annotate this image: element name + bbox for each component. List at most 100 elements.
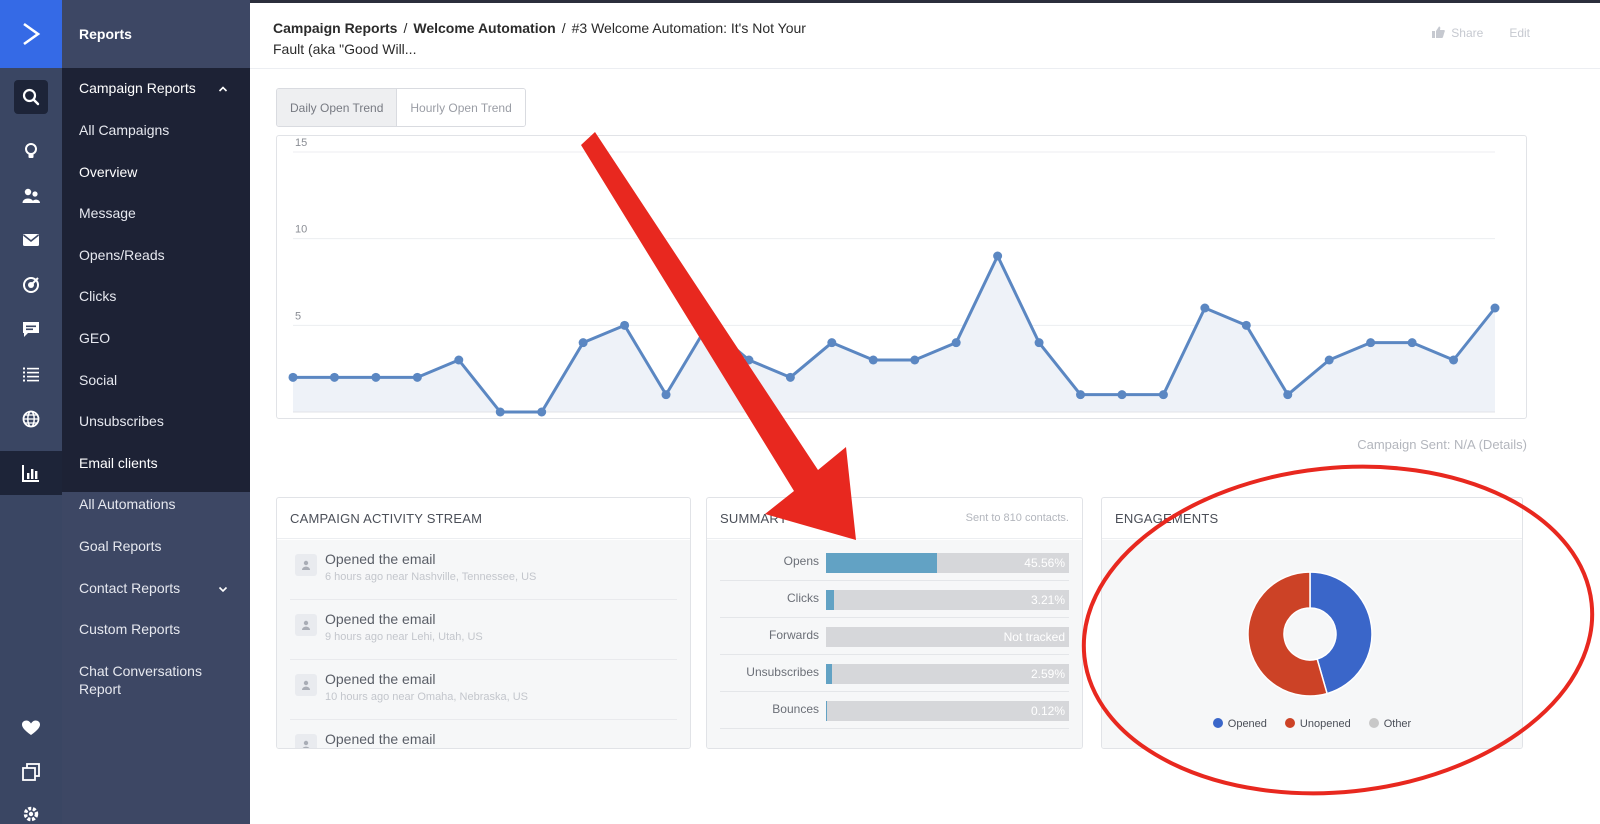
unsubscribes-value: 2.59% bbox=[1030, 667, 1065, 681]
sidebar-item-social[interactable]: Social bbox=[79, 372, 118, 388]
engagements-panel: ENGAGEMENTS Opened Unopened Other bbox=[1101, 497, 1523, 749]
campaign-activity-panel: CAMPAIGN ACTIVITY STREAM Opened the emai… bbox=[276, 497, 691, 749]
sidebar-item-unsubscribes[interactable]: Unsubscribes bbox=[79, 413, 164, 429]
list-item[interactable]: Opened the email 10 hours ago near Omaha… bbox=[290, 660, 677, 720]
y-tick-label: 5 bbox=[295, 310, 301, 322]
bounces-value: 0.12% bbox=[1030, 704, 1065, 718]
sidebar-item-campaign-reports[interactable]: Campaign Reports bbox=[79, 80, 196, 96]
data-point bbox=[1366, 338, 1376, 348]
breadcrumb: Campaign Reports / Welcome Automation / #3 W… bbox=[273, 18, 813, 60]
engagements-chart: Opened Unopened Other bbox=[1102, 540, 1522, 748]
sidebar-item-overview[interactable]: Overview bbox=[79, 164, 138, 180]
panel-title: ENGAGEMENTS bbox=[1115, 510, 1219, 526]
target-icon[interactable] bbox=[0, 263, 62, 307]
globe-icon[interactable] bbox=[0, 397, 62, 441]
sidebar-item-email-clients[interactable]: Email clients bbox=[79, 455, 158, 471]
unsubscribes-bar[interactable]: 2.59% bbox=[826, 664, 1069, 684]
summary-label: Unsubscribes bbox=[746, 665, 819, 679]
activity-meta: 9 hours ago near Lehi, Utah, US bbox=[325, 631, 483, 643]
sidebar-item-opens-reads[interactable]: Opens/Reads bbox=[79, 247, 165, 263]
logo-icon[interactable] bbox=[0, 0, 62, 68]
summary-row-bounces: Bounces 0.12% bbox=[720, 692, 1069, 729]
breadcrumb-separator: / bbox=[403, 20, 408, 36]
activity-meta: 6 hours ago near Nashville, Tennessee, U… bbox=[325, 571, 537, 583]
sidebar-item-all-campaigns[interactable]: All Campaigns bbox=[79, 122, 170, 138]
data-point bbox=[1324, 355, 1334, 365]
forwards-bar[interactable]: Not tracked bbox=[826, 627, 1069, 647]
mail-icon[interactable] bbox=[0, 218, 62, 262]
bounces-bar[interactable]: 0.12% bbox=[826, 701, 1069, 721]
share-label: Share bbox=[1451, 26, 1484, 40]
list-item[interactable]: Opened the email bbox=[290, 720, 677, 748]
campaign-sent-status[interactable]: Campaign Sent: N/A (Details) bbox=[1357, 437, 1527, 452]
summary-label: Opens bbox=[783, 554, 819, 568]
data-point bbox=[1490, 303, 1500, 313]
sidebar-item-goal-reports[interactable]: Goal Reports bbox=[79, 538, 162, 554]
chevron-up-icon[interactable] bbox=[218, 84, 228, 94]
summary-rows: Opens 45.56% Clicks 3.21% Forwards Not t… bbox=[707, 540, 1082, 748]
contacts-icon[interactable] bbox=[0, 174, 62, 218]
header-actions: Share Edit bbox=[1432, 26, 1530, 40]
share-button[interactable]: Share bbox=[1432, 26, 1483, 40]
sidebar-item-clicks[interactable]: Clicks bbox=[79, 288, 117, 304]
pages-icon[interactable] bbox=[0, 750, 62, 794]
summary-label: Bounces bbox=[772, 702, 819, 716]
sidebar-item-custom-reports[interactable]: Custom Reports bbox=[79, 621, 181, 637]
chat-icon[interactable] bbox=[0, 307, 62, 351]
data-point bbox=[412, 372, 422, 382]
breadcrumb-campaign-reports[interactable]: Campaign Reports bbox=[273, 20, 398, 36]
activity-action: Opened the email bbox=[325, 671, 436, 687]
lightbulb-icon[interactable] bbox=[0, 129, 62, 173]
tab-hourly-open-trend[interactable]: Hourly Open Trend bbox=[397, 89, 525, 126]
icon-rail bbox=[0, 0, 62, 824]
summary-row-unsubscribes: Unsubscribes 2.59% bbox=[720, 655, 1069, 692]
legend-item-opened[interactable]: Opened bbox=[1212, 718, 1267, 730]
forwards-value: Not tracked bbox=[1003, 630, 1065, 644]
data-point bbox=[1034, 338, 1044, 348]
main-content: Campaign Reports / Welcome Automation / #3 W… bbox=[250, 0, 1600, 824]
data-point bbox=[1283, 390, 1293, 400]
breadcrumb-welcome-automation[interactable]: Welcome Automation bbox=[413, 20, 556, 36]
data-point bbox=[1076, 390, 1086, 400]
activity-stream: Opened the email 6 hours ago near Nashvi… bbox=[277, 540, 690, 748]
sidebar-item-message[interactable]: Message bbox=[79, 205, 136, 221]
data-point bbox=[702, 320, 712, 330]
clicks-bar-fill bbox=[826, 590, 834, 610]
sidebar-item-all-automations[interactable]: All Automations bbox=[79, 496, 176, 512]
clicks-bar[interactable]: 3.21% bbox=[826, 590, 1069, 610]
legend-item-other[interactable]: Other bbox=[1368, 718, 1411, 730]
panel-title: CAMPAIGN ACTIVITY STREAM bbox=[290, 510, 483, 526]
data-point bbox=[910, 355, 920, 365]
window-top-border bbox=[250, 0, 1600, 3]
data-point bbox=[827, 338, 837, 348]
data-point bbox=[288, 372, 298, 382]
summary-panel: SUMMARY Sent to 810 contacts. Opens 45.5… bbox=[706, 497, 1083, 749]
sidebar-item-geo[interactable]: GEO bbox=[79, 330, 111, 346]
data-point bbox=[454, 355, 464, 365]
opens-bar[interactable]: 45.56% bbox=[826, 553, 1069, 573]
list-item[interactable]: Opened the email 9 hours ago near Lehi, … bbox=[290, 600, 677, 660]
legend-item-unopened[interactable]: Unopened bbox=[1284, 718, 1351, 730]
list-item[interactable]: Opened the email 6 hours ago near Nashvi… bbox=[290, 540, 677, 600]
tab-daily-open-trend[interactable]: Daily Open Trend bbox=[277, 89, 398, 126]
legend-swatch bbox=[1368, 718, 1379, 728]
sent-count: Sent to 810 contacts. bbox=[965, 512, 1069, 524]
edit-button[interactable]: Edit bbox=[1509, 26, 1530, 40]
open-trend-chart: 5 10 15 bbox=[276, 135, 1527, 419]
list-icon[interactable] bbox=[0, 352, 62, 396]
heart-icon[interactable] bbox=[0, 706, 62, 750]
search-icon[interactable] bbox=[0, 75, 62, 119]
data-point bbox=[661, 390, 671, 400]
data-point bbox=[868, 355, 878, 365]
activity-action: Opened the email bbox=[325, 551, 436, 567]
sidebar-item-contact-reports[interactable]: Contact Reports bbox=[79, 580, 181, 596]
sidebar-item-chat-conversations-report[interactable]: Chat Conversations Report bbox=[79, 663, 202, 697]
data-point bbox=[620, 320, 630, 330]
chevron-down-icon[interactable] bbox=[218, 584, 228, 594]
user-icon bbox=[295, 614, 317, 636]
data-point bbox=[1449, 355, 1459, 365]
reports-icon[interactable] bbox=[0, 451, 62, 495]
series-area bbox=[293, 256, 1495, 412]
gear-icon[interactable] bbox=[0, 792, 62, 824]
